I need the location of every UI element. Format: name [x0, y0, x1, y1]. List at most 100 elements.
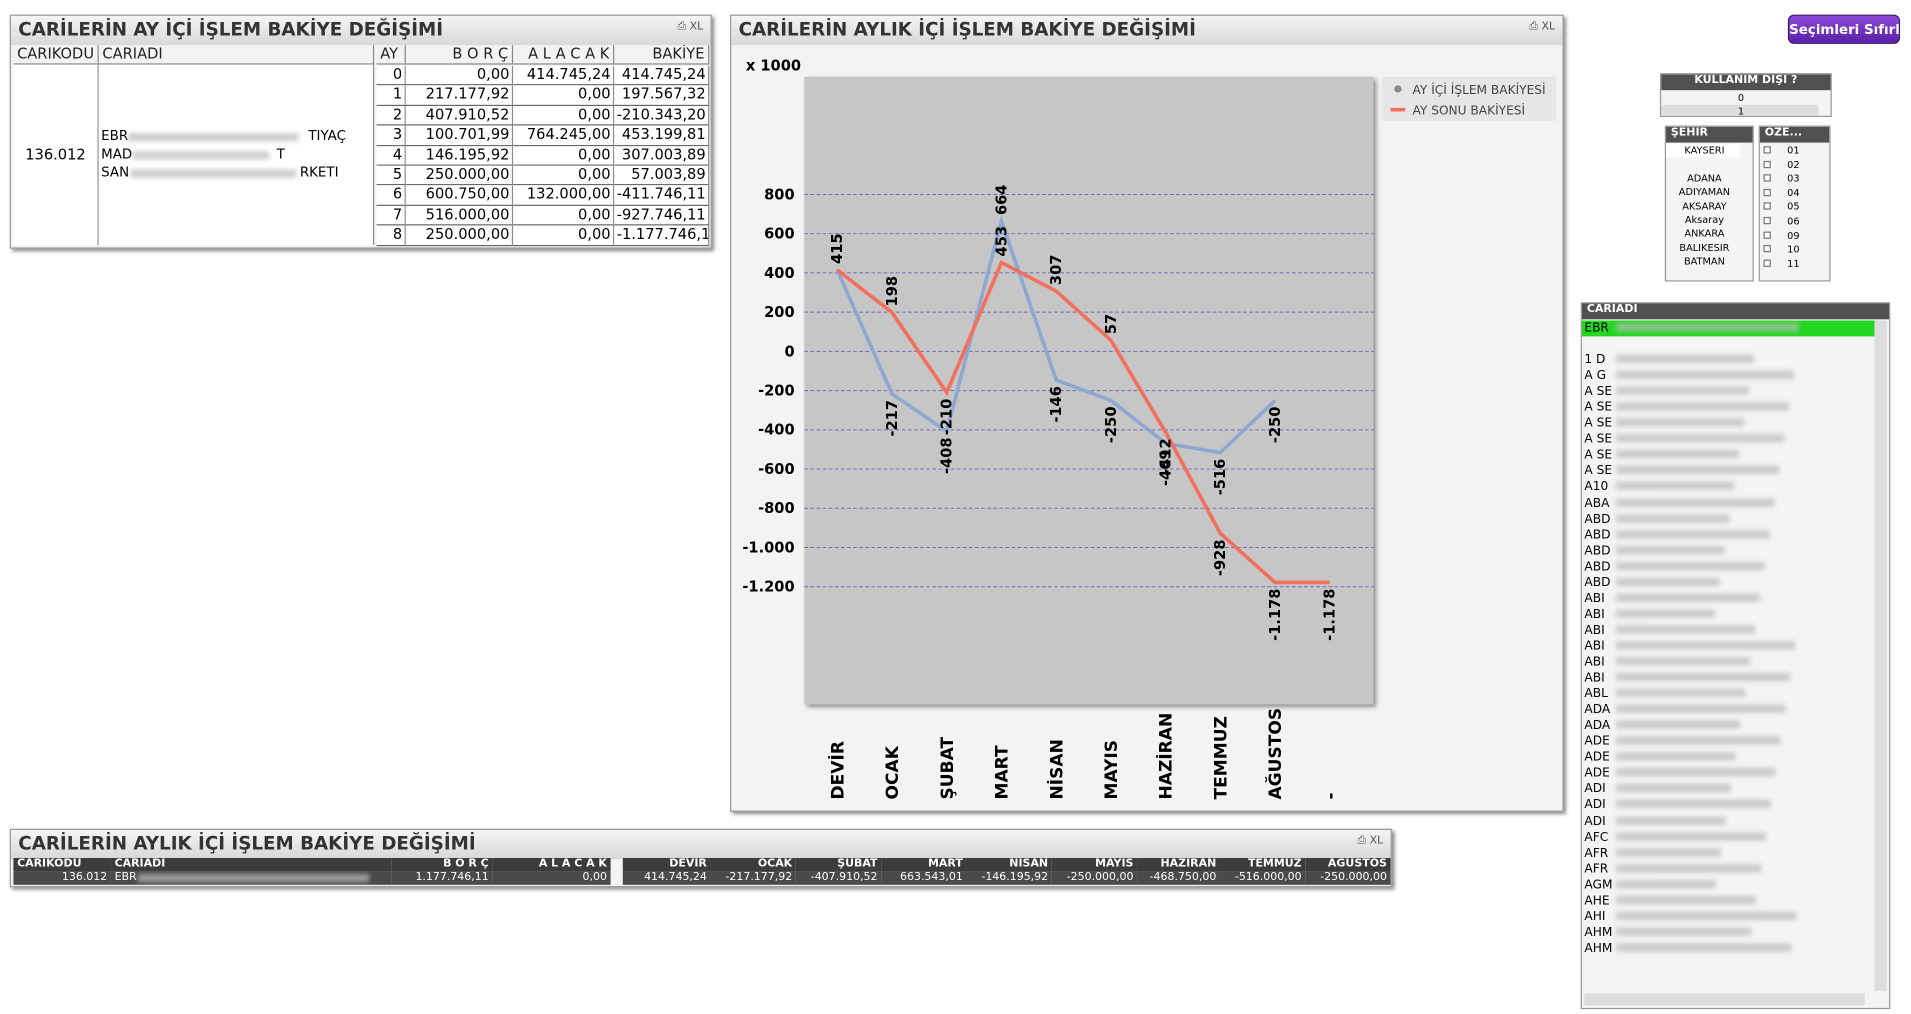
list-item[interactable]: 1 D — [1584, 353, 1606, 367]
table-cell: -250.000,00 — [1305, 871, 1391, 885]
table-cell: 8 — [376, 225, 406, 246]
list-item[interactable]: 09 — [1787, 229, 1800, 241]
checkbox[interactable] — [1763, 231, 1771, 239]
list-item[interactable]: ABA — [1584, 496, 1610, 511]
table-cell: 414.745,24 — [614, 65, 710, 86]
list-item[interactable]: 04 — [1787, 187, 1800, 199]
list-item[interactable]: ADIYAMAN — [1678, 186, 1731, 198]
list-item[interactable]: ADA — [1584, 719, 1611, 733]
table-cell: 197.567,32 — [614, 85, 710, 106]
list-item[interactable]: A SE — [1584, 464, 1613, 479]
list-title: ÖZE... — [1759, 126, 1830, 143]
list-item[interactable]: A SE — [1584, 385, 1613, 399]
list-item[interactable]: ADE — [1584, 751, 1610, 765]
list-item[interactable]: ADE — [1584, 767, 1610, 781]
list-item[interactable]: ABI — [1584, 592, 1605, 606]
checkbox[interactable] — [1763, 174, 1771, 182]
column-header: AĞUSTOS — [1305, 858, 1391, 872]
list-item[interactable]: ABD — [1584, 528, 1611, 542]
list-item[interactable]: A G — [1584, 369, 1607, 383]
list-item[interactable]: BATMAN — [1683, 256, 1725, 268]
table-cell: 250.000,00 — [405, 165, 514, 186]
checkbox[interactable] — [1763, 245, 1771, 253]
pivot-table: CARİLERİN AYLIK İÇİ İŞLEM BAKİYE DEĞİŞİM… — [9, 828, 1392, 888]
column-header: ŞUBAT — [795, 858, 882, 872]
list-item[interactable]: 05 — [1787, 201, 1800, 213]
checkbox[interactable] — [1763, 216, 1771, 225]
table-cell: -516.000,00 — [1219, 871, 1306, 885]
table-cell: 5 — [376, 165, 406, 186]
list-item[interactable]: ANKARA — [1684, 228, 1725, 240]
list-item[interactable]: AFR — [1584, 846, 1609, 860]
data-label: 415 — [829, 233, 846, 264]
list-item[interactable]: AHM — [1584, 926, 1613, 940]
list-item[interactable]: A SE — [1584, 433, 1613, 447]
list-item[interactable]: ABL — [1584, 687, 1608, 701]
checkbox[interactable] — [1763, 259, 1771, 267]
list-item[interactable]: 06 — [1787, 215, 1800, 227]
list-item[interactable]: ABD — [1584, 560, 1611, 574]
list-item[interactable]: ABD — [1584, 544, 1611, 558]
checkbox[interactable] — [1763, 188, 1771, 196]
column-header: A L A C A K — [492, 858, 611, 872]
list-item[interactable]: ABI — [1584, 623, 1605, 638]
list-item[interactable]: 02 — [1787, 159, 1800, 171]
reset-button[interactable]: Seçimleri Sıfırla — [1787, 14, 1901, 44]
list-item[interactable]: AHM — [1584, 941, 1613, 956]
checkbox[interactable] — [1763, 202, 1771, 211]
list-item[interactable]: A10 — [1584, 480, 1609, 495]
cariadi-fragment: MAD — [101, 146, 133, 163]
list-item[interactable]: ADI — [1584, 798, 1606, 813]
list-item[interactable]: A SE — [1584, 417, 1613, 431]
table-cell: -468.750,00 — [1137, 871, 1220, 885]
list-item[interactable]: 0 — [1737, 92, 1745, 104]
list-item[interactable]: ABI — [1584, 607, 1605, 622]
list-item[interactable]: AHE — [1584, 894, 1610, 908]
checkbox[interactable] — [1763, 160, 1771, 168]
table-cell: 0 — [376, 65, 406, 86]
list-item[interactable]: 1 — [1661, 104, 1819, 116]
list-box: ŞEHİR KAYSERI ADANA ADIYAMAN AKSARAY Aksaray A… — [1664, 125, 1754, 282]
list-item[interactable]: AKSARAY — [1682, 200, 1727, 212]
list-item[interactable]: A SE — [1584, 448, 1613, 463]
cariadi-fragment: EBR — [101, 127, 129, 144]
list-item[interactable]: ADI — [1584, 814, 1606, 829]
list-item[interactable]: ABD — [1584, 576, 1611, 590]
data-label: -928 — [1212, 539, 1229, 576]
list-item[interactable]: 10 — [1787, 243, 1800, 255]
data-label: -250 — [1267, 407, 1284, 444]
list-item[interactable]: KAYSERI — [1666, 143, 1741, 158]
list-item[interactable]: AFR — [1584, 862, 1609, 876]
list-item[interactable]: ABI — [1584, 671, 1605, 685]
list-item[interactable]: BALIKESIR — [1679, 242, 1730, 254]
list-item[interactable]: ADE — [1584, 735, 1610, 749]
x-tick-label: OCAK — [883, 745, 903, 799]
list-item[interactable]: ADI — [1584, 782, 1606, 797]
list-item[interactable]: ABI — [1584, 639, 1605, 654]
column-header: B O R Ç — [391, 858, 493, 872]
column-header: AY — [376, 45, 406, 65]
list-item[interactable]: ADA — [1584, 703, 1611, 717]
list-item[interactable]: AGM — [1584, 878, 1613, 892]
cariadi-fragment: TIYAÇ — [308, 127, 346, 144]
table-cell: 0,00 — [513, 205, 615, 226]
list-item[interactable]: Aksaray — [1684, 214, 1724, 226]
table-cell: -407.910,52 — [795, 871, 882, 885]
list-title: KULLANIM DIŞI ? — [1661, 74, 1831, 91]
y-tick-label: -600 — [758, 461, 795, 478]
list-item[interactable]: A SE — [1584, 401, 1613, 415]
checkbox[interactable] — [1763, 146, 1771, 154]
title-bar: CARİLERİN AYLIK İÇİ İŞLEM BAKİYE DEĞİŞİM… — [731, 15, 1563, 46]
list-item[interactable]: AHI — [1584, 910, 1606, 924]
list-item[interactable]: 01 — [1787, 145, 1800, 156]
list-item[interactable]: 03 — [1787, 173, 1800, 185]
x-tick-label: HAZİRAN — [1155, 713, 1177, 800]
list-item[interactable]: ABI — [1584, 655, 1605, 670]
list-item[interactable]: AFC — [1584, 830, 1609, 845]
list-item[interactable]: ADANA — [1687, 172, 1722, 184]
column-header: TEMMUZ — [1219, 858, 1306, 872]
list-item[interactable]: 11 — [1787, 258, 1800, 270]
y-tick-label: 0 — [784, 343, 794, 360]
list-item[interactable]: ABD — [1584, 512, 1611, 526]
